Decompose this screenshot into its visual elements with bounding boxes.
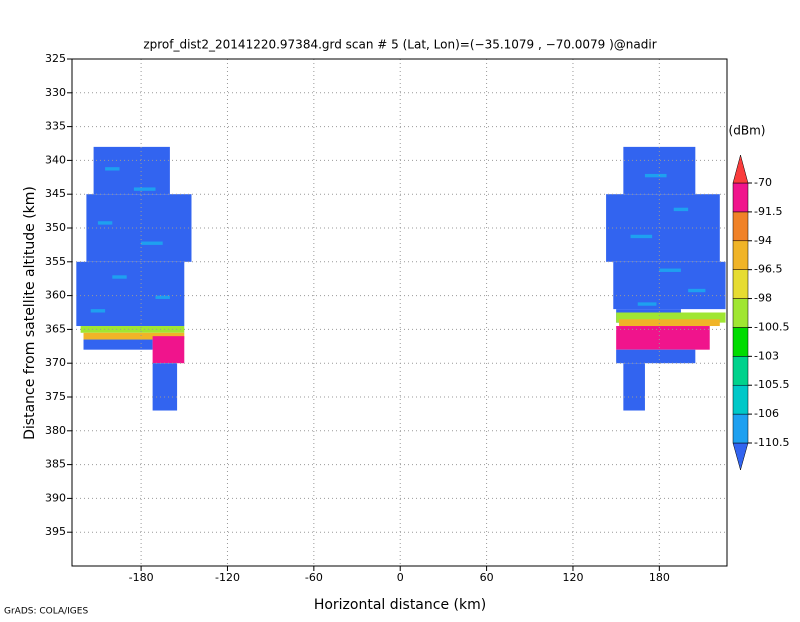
x-tick-label: 0 xyxy=(397,571,404,584)
colorbar-segment xyxy=(732,298,749,328)
heat-cell xyxy=(616,312,726,323)
colorbar-segment xyxy=(732,356,749,386)
heat-cell xyxy=(155,295,170,299)
y-tick-label: 360 xyxy=(45,289,66,302)
colorbar-segment xyxy=(732,269,749,299)
heat-cell xyxy=(83,332,185,340)
heat-cell xyxy=(644,173,667,178)
colorbar-segment xyxy=(732,327,749,357)
heat-cell xyxy=(83,339,153,350)
heat-cell xyxy=(623,146,696,195)
colorbar-label: -94 xyxy=(754,234,772,247)
y-tick-label: 370 xyxy=(45,356,66,369)
heat-cell xyxy=(606,194,720,262)
colorbar-label: -96.5 xyxy=(754,263,782,276)
y-tick-label: 380 xyxy=(45,424,66,437)
colorbar-label: -91.5 xyxy=(754,205,782,218)
heat-cell xyxy=(141,241,163,245)
heat-cell xyxy=(93,146,170,195)
y-tick-label: 395 xyxy=(45,525,66,538)
heat-cell xyxy=(688,288,706,293)
colorbar-label: -103 xyxy=(754,349,779,362)
y-tick-label: 325 xyxy=(45,52,66,65)
heat-cell xyxy=(616,326,710,350)
colorbar-label: -70 xyxy=(754,176,772,189)
y-tick-label: 390 xyxy=(45,491,66,504)
heat-cell xyxy=(112,275,127,279)
y-tick-label: 340 xyxy=(45,153,66,166)
y-tick-label: 365 xyxy=(45,322,66,335)
x-tick-label: -60 xyxy=(305,571,323,584)
y-tick-label: 330 xyxy=(45,86,66,99)
y-axis-label: Distance from satellite altitude (km) xyxy=(22,186,38,440)
x-tick-label: 60 xyxy=(480,571,494,584)
colorbar-segment xyxy=(732,240,749,270)
heat-cell xyxy=(133,187,156,191)
heat-cell xyxy=(637,302,657,306)
y-tick-label: 335 xyxy=(45,120,66,133)
colorbar-label: (dBm) xyxy=(729,124,766,138)
colorbar-segment xyxy=(732,182,749,213)
heat-cell xyxy=(673,207,689,212)
x-tick-label: 180 xyxy=(649,571,670,584)
x-tick-label: -180 xyxy=(129,571,154,584)
heat-cell xyxy=(76,261,185,327)
colorbar-segment xyxy=(732,211,749,242)
heat-cell xyxy=(86,194,192,262)
heat-cell xyxy=(619,319,720,327)
y-tick-label: 385 xyxy=(45,458,66,471)
heat-cell xyxy=(152,336,185,364)
chart-title: zprof_dist2_20141220.97384.grd scan # 5 … xyxy=(143,38,656,52)
x-axis-label: Horizontal distance (km) xyxy=(314,597,486,613)
plot-frame xyxy=(71,58,728,567)
colorbar-label: -110.5 xyxy=(754,436,789,449)
heat-cell xyxy=(616,349,696,364)
colorbar-label: -98 xyxy=(754,292,772,305)
colorbar-segment xyxy=(732,442,749,471)
colorbar-segment xyxy=(732,384,749,415)
colorbar-label: -106 xyxy=(754,407,779,420)
colorbar-label: -105.5 xyxy=(754,378,789,391)
colorbar-label: -100.5 xyxy=(754,320,789,333)
heat-cell xyxy=(152,363,178,411)
x-tick-label: 120 xyxy=(562,571,583,584)
heat-cell xyxy=(105,167,120,171)
heat-cell xyxy=(623,363,645,411)
footer: GrADS: COLA/IGES xyxy=(4,607,88,617)
heat-cell xyxy=(630,234,653,239)
y-tick-label: 350 xyxy=(45,221,66,234)
y-tick-label: 375 xyxy=(45,390,66,403)
colorbar-segment xyxy=(732,413,749,444)
heat-cell xyxy=(90,309,106,313)
x-tick-label: -120 xyxy=(215,571,240,584)
heat-cell xyxy=(659,268,681,272)
y-tick-label: 345 xyxy=(45,187,66,200)
y-tick-label: 355 xyxy=(45,255,66,268)
colorbar-segment xyxy=(732,154,749,184)
heat-cell xyxy=(97,221,113,225)
